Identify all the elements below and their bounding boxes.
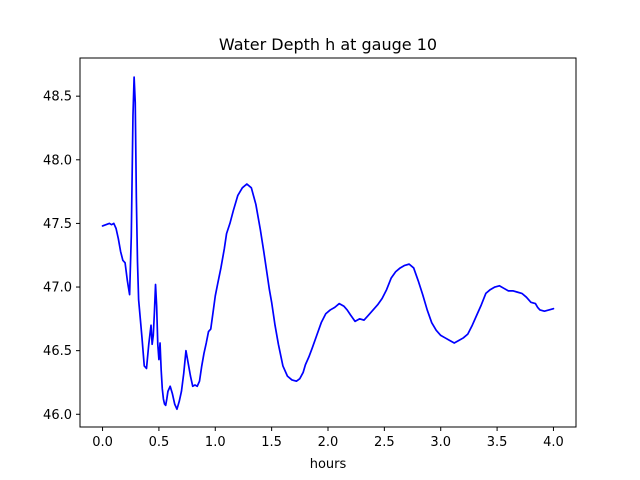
y-tick-label: 48.0 bbox=[43, 153, 72, 168]
x-tick-label: 3.0 bbox=[430, 435, 451, 450]
x-tick-label: 0.5 bbox=[149, 435, 170, 450]
x-tick-label: 4.0 bbox=[543, 435, 564, 450]
y-tick-label: 46.0 bbox=[43, 408, 72, 423]
series-line bbox=[101, 76, 555, 411]
x-tick-label: 2.0 bbox=[318, 435, 339, 450]
x-axis-label: hours bbox=[310, 457, 347, 472]
x-tick-label: 2.5 bbox=[374, 435, 395, 450]
x-tick-label: 1.5 bbox=[261, 435, 282, 450]
y-tick-label: 48.5 bbox=[43, 90, 72, 105]
y-tick-label: 47.0 bbox=[43, 281, 72, 296]
x-tick-label: 0.0 bbox=[92, 435, 113, 450]
plot-frame bbox=[79, 57, 577, 428]
x-tick-label: 3.5 bbox=[487, 435, 508, 450]
y-tick-label: 47.5 bbox=[43, 217, 72, 232]
x-axis-ticks: 0.0 0.5 1.0 1.5 2.0 2.5 3.0 3.5 4.0 bbox=[92, 427, 564, 450]
y-axis-ticks: 46.0 46.5 47.0 47.5 48.0 48.5 bbox=[43, 90, 80, 423]
x-tick-label: 1.0 bbox=[205, 435, 226, 450]
chart-title: Water Depth h at gauge 10 bbox=[219, 35, 437, 54]
series-layer bbox=[101, 76, 555, 411]
y-tick-label: 46.5 bbox=[43, 344, 72, 359]
